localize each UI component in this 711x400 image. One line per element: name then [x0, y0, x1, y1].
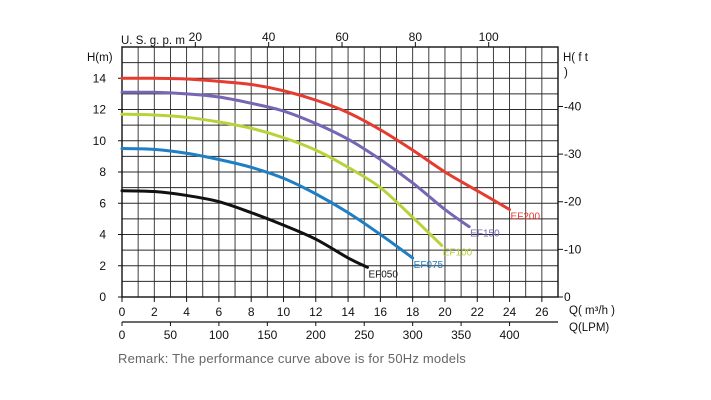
- left-tick-label-8: 8: [99, 165, 106, 179]
- series-curve-ef050: [120, 189, 369, 269]
- right-axis-label-line1: H( f t: [563, 52, 589, 64]
- top-tick-label-60: 60: [335, 30, 349, 44]
- series-label-ef100: EF100: [443, 247, 473, 258]
- lpm-tick-label-0: 0: [119, 328, 126, 342]
- bottom-axis-label: Q( m³/h ): [569, 305, 615, 317]
- series-curve-ef200: [120, 76, 512, 211]
- tick-marks: [118, 42, 563, 326]
- left-tick-label-0: 0: [99, 290, 106, 304]
- lpm-tick-label-200: 200: [306, 328, 326, 342]
- bottom-tick-label-10: 10: [277, 305, 291, 319]
- plot-frame: [121, 46, 559, 323]
- bottom-tick-label-4: 4: [183, 305, 190, 319]
- top-tick-label-40: 40: [262, 30, 276, 44]
- bottom-tick-label-22: 22: [471, 305, 485, 319]
- top-axis-label: U. S. g. p. m: [121, 35, 185, 47]
- bottom2-axis-label: Q(LPM): [569, 322, 609, 334]
- series-labels: EF050 EF075 EF100 EF150 EF200: [368, 212, 540, 281]
- left-tick-label-4: 4: [99, 228, 106, 242]
- left-tick-label-12: 12: [93, 103, 107, 117]
- top-tick-label-80: 80: [409, 30, 423, 44]
- series-curve-ef100: [120, 112, 444, 247]
- series-label-ef075: EF075: [414, 260, 444, 271]
- series-curve-ef075: [120, 147, 415, 260]
- lpm-tick-label-50: 50: [164, 328, 178, 342]
- left-axis-label: H(m): [87, 52, 113, 64]
- right-tick-label-20: -20: [564, 195, 582, 209]
- series-label-ef200: EF200: [511, 212, 541, 223]
- bottom-tick-label-16: 16: [374, 305, 388, 319]
- left-tick-label-14: 14: [93, 71, 107, 85]
- right-axis-label-line2: ): [564, 67, 568, 79]
- bottom-tick-label-20: 20: [438, 305, 452, 319]
- bottom-tick-label-0: 0: [119, 305, 126, 319]
- left-tick-label-10: 10: [93, 134, 107, 148]
- bottom-tick-label-14: 14: [341, 305, 355, 319]
- bottom-tick-label-18: 18: [406, 305, 420, 319]
- remark-text: Remark: The performance curve above is f…: [118, 351, 466, 366]
- series-label-ef050: EF050: [368, 269, 398, 280]
- lpm-tick-label-300: 300: [403, 328, 423, 342]
- bottom-tick-label-8: 8: [248, 305, 255, 319]
- lpm-tick-label-350: 350: [451, 328, 471, 342]
- series-curve-ef150: [120, 90, 471, 229]
- top-tick-label-20: 20: [189, 30, 203, 44]
- top-tick-label-100: 100: [479, 30, 499, 44]
- lpm-tick-label-400: 400: [500, 328, 520, 342]
- grid-lines: [122, 47, 558, 297]
- lpm-tick-label-150: 150: [257, 328, 277, 342]
- bottom-tick-label-12: 12: [309, 305, 323, 319]
- bottom-tick-label-6: 6: [216, 305, 223, 319]
- left-tick-label-6: 6: [99, 196, 106, 210]
- lpm-tick-label-250: 250: [354, 328, 374, 342]
- series-curves: [120, 76, 512, 269]
- left-tick-label-2: 2: [99, 259, 106, 273]
- lpm-tick-label-100: 100: [209, 328, 229, 342]
- bottom-tick-label-26: 26: [535, 305, 549, 319]
- bottom-tick-label-2: 2: [151, 305, 158, 319]
- right-tick-label-30: -30: [564, 147, 582, 161]
- series-label-ef150: EF150: [470, 229, 500, 240]
- right-tick-label-0: 0: [564, 290, 571, 304]
- right-tick-label-40: -40: [564, 99, 582, 113]
- bottom-tick-label-24: 24: [503, 305, 517, 319]
- right-tick-label-10: -10: [564, 242, 582, 256]
